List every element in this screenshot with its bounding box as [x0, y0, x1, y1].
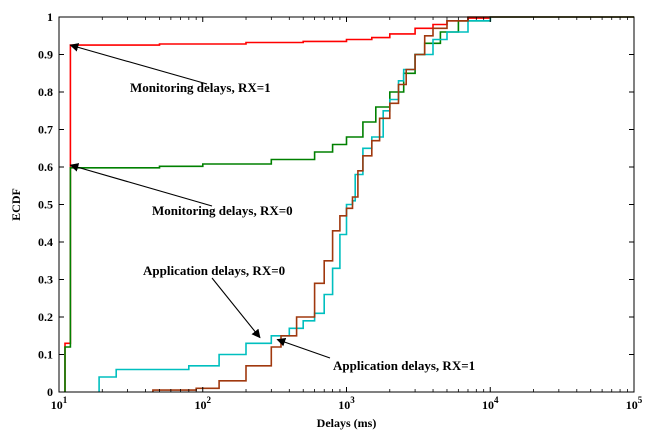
x-tick-label: 102 [195, 395, 212, 412]
x-tick-label: 105 [626, 395, 643, 412]
y-tick-label: 0.4 [38, 235, 53, 249]
y-tick-label: 0.5 [38, 198, 53, 212]
ticks-layer: 0 0.1 0.2 0.3 0.4 0.5 0.6 0.7 0.8 0.9 1 101 102 103 10… [38, 10, 643, 412]
x-tick-label: 101 [51, 395, 68, 412]
x-tick-label: 104 [482, 395, 499, 412]
annotation-label: Application delays, RX=0 [143, 263, 285, 278]
y-tick-label: 0 [47, 385, 53, 399]
annotation-arrow [276, 337, 331, 359]
annotations-layer: Monitoring delays, RX=1 Monitoring delays… [69, 43, 475, 373]
y-tick-label: 0.9 [38, 48, 53, 62]
annotation-label: Monitoring delays, RX=0 [152, 203, 293, 218]
y-axis-label: ECDF [9, 188, 23, 221]
y-tick-label: 0.2 [38, 310, 53, 324]
y-tick-label: 0.6 [38, 160, 53, 174]
y-tick-label: 0.1 [38, 348, 53, 362]
y-tick-label: 0.3 [38, 273, 53, 287]
y-tick-label: 1 [47, 10, 53, 24]
annotation-label: Application delays, RX=1 [333, 358, 475, 373]
y-tick-label: 0.8 [38, 85, 53, 99]
series-line-4 [152, 16, 634, 392]
annotation-arrow [69, 163, 213, 207]
y-tick-label: 0.7 [38, 123, 53, 137]
series-layer [64, 16, 634, 392]
x-axis-label: Delays (ms) [317, 416, 377, 430]
annotation-label: Monitoring delays, RX=1 [130, 80, 271, 95]
x-tick-label: 103 [338, 395, 355, 412]
annotation-arrow [211, 277, 261, 339]
annotation-arrow [69, 43, 208, 85]
